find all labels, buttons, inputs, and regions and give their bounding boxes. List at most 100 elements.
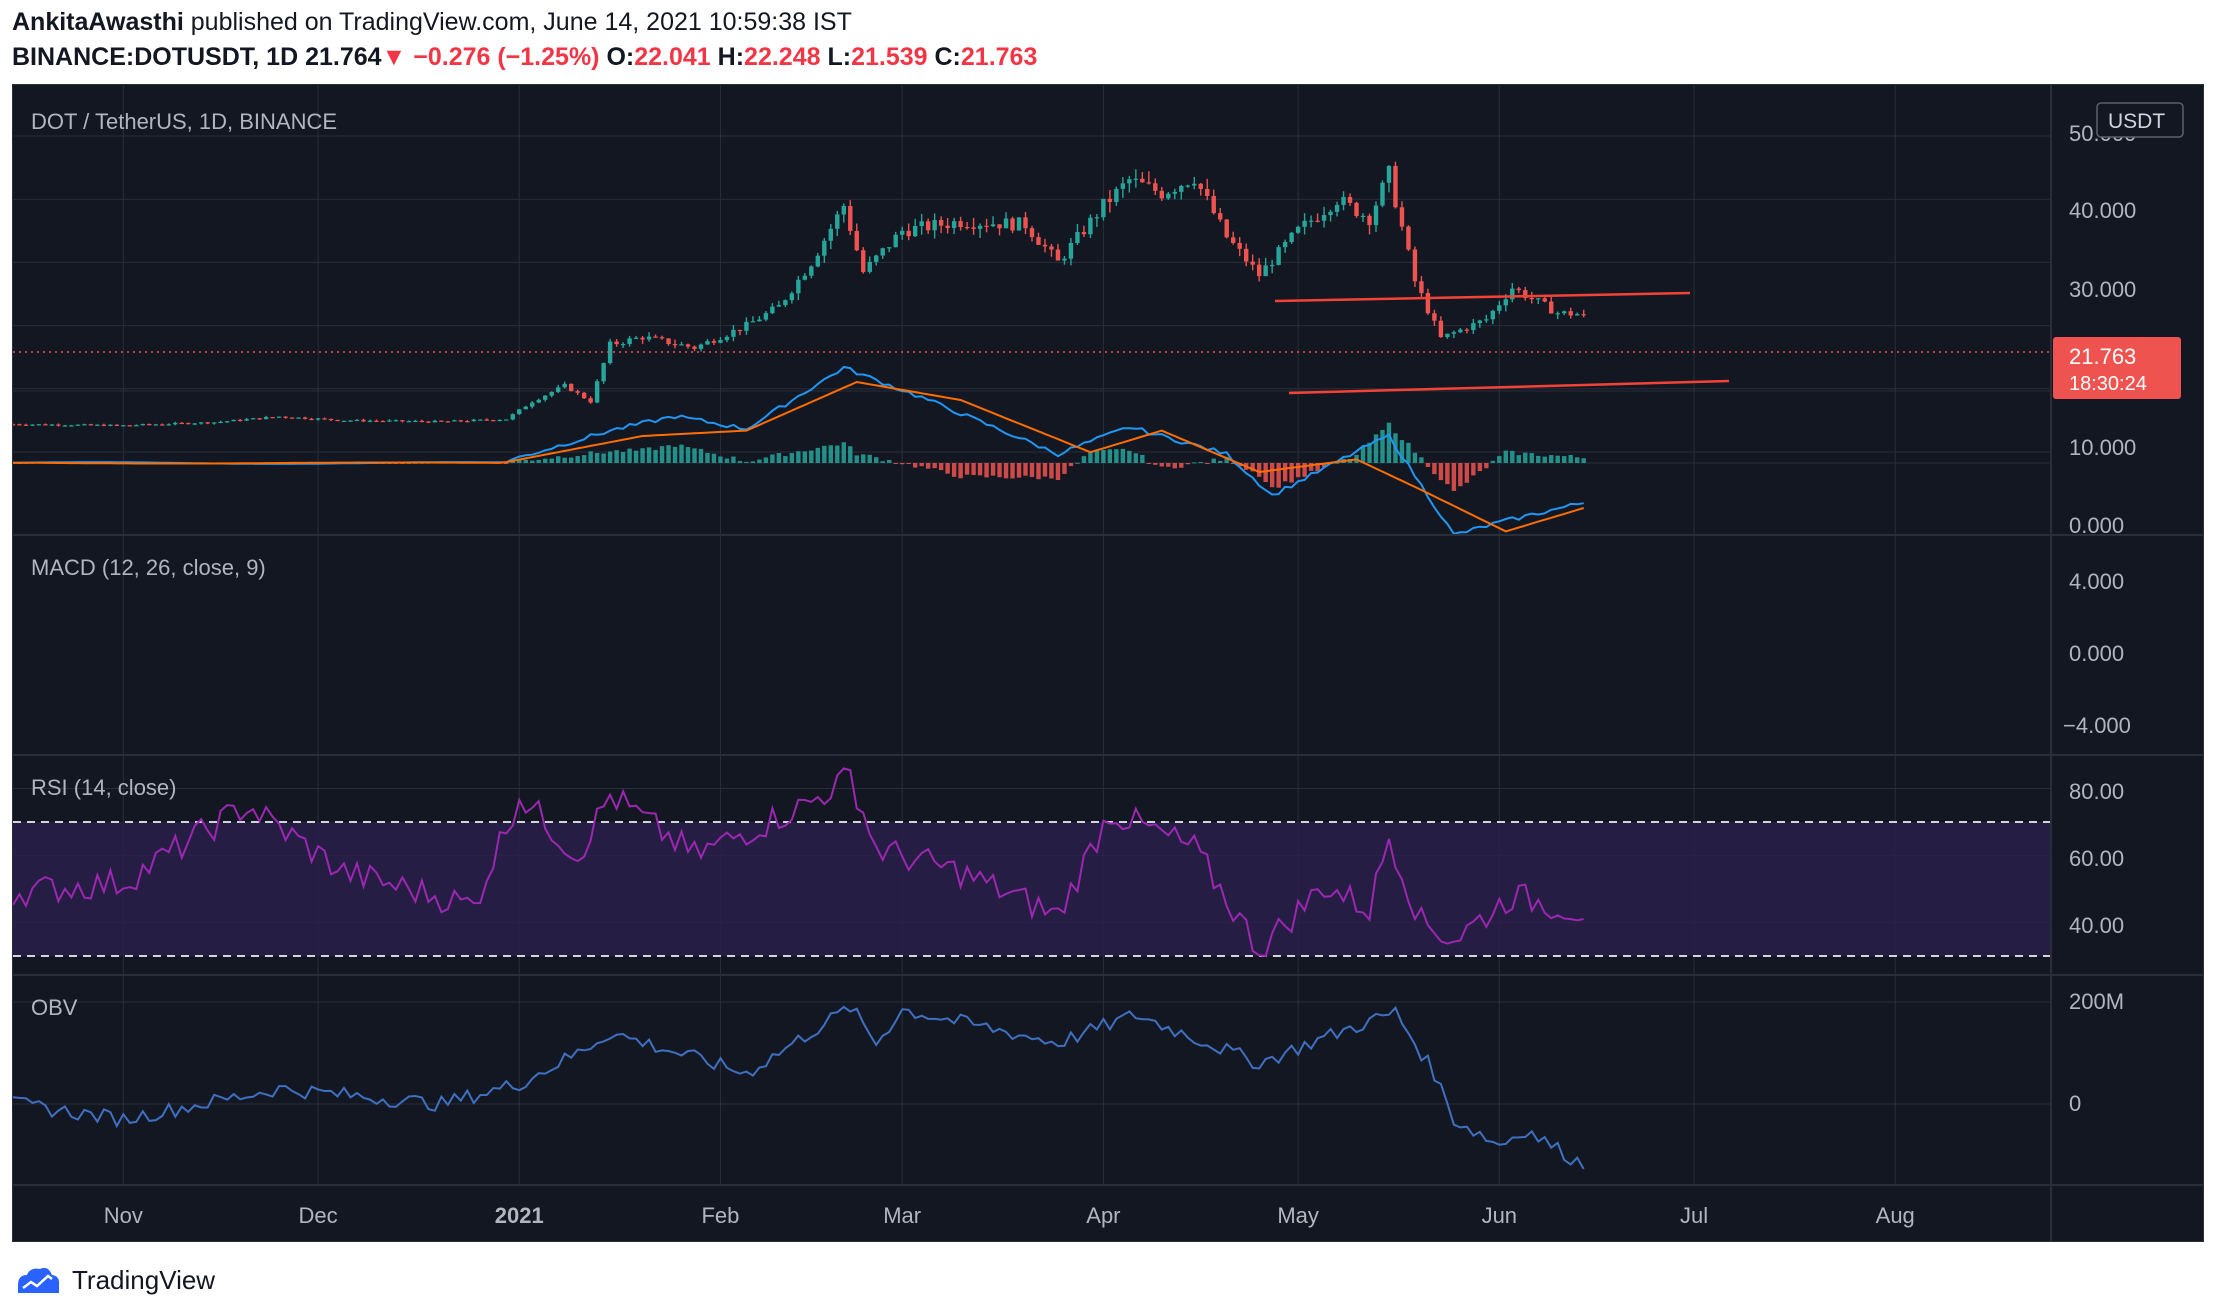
- candle-up: [1341, 196, 1346, 205]
- candle-down: [458, 420, 464, 422]
- candle-up: [601, 363, 606, 382]
- macd-histogram-bar: [659, 446, 665, 463]
- macd-histogram-bar: [1549, 455, 1554, 463]
- macd-histogram-bar: [530, 460, 535, 463]
- candle-down: [1464, 329, 1470, 331]
- candle-down: [1211, 195, 1216, 214]
- candle-down: [737, 329, 743, 332]
- candle-up: [1185, 185, 1190, 187]
- time-axis-label: Aug: [1876, 1203, 1915, 1228]
- macd-histogram-bar: [1166, 463, 1171, 467]
- candle-up: [1321, 215, 1327, 221]
- time-axis-label: Nov: [104, 1203, 143, 1228]
- candle-up: [497, 419, 502, 422]
- candle-up: [471, 419, 477, 422]
- macd-histogram-bar: [958, 463, 963, 479]
- candle-down: [672, 344, 678, 346]
- macd-histogram-bar: [1120, 448, 1126, 463]
- candle-down: [419, 420, 425, 423]
- candle-up: [1192, 183, 1197, 186]
- candle-up: [1458, 329, 1463, 333]
- author-name[interactable]: AnkitaAwasthi: [12, 8, 184, 36]
- macd-histogram-bar: [1295, 463, 1301, 478]
- macd-histogram-bar: [653, 449, 658, 463]
- candle-up: [1114, 188, 1119, 203]
- macd-histogram-bar: [1419, 457, 1424, 463]
- rsi-axis-label: 80.00: [2069, 779, 2124, 804]
- macd-histogram-bar: [770, 454, 775, 463]
- macd-histogram-bar: [1510, 450, 1515, 463]
- last-price-value: 21.763: [2069, 344, 2136, 369]
- macd-histogram-bar: [1263, 463, 1268, 483]
- candle-up: [517, 409, 522, 415]
- candle-up: [1490, 310, 1496, 320]
- macd-axis-label: 0.000: [2069, 641, 2124, 666]
- footer-brand-name: TradingView: [72, 1264, 216, 1295]
- candle-up: [134, 425, 139, 427]
- candle-down: [1029, 228, 1035, 238]
- candle-up: [1172, 191, 1177, 194]
- macd-histogram-bar: [607, 451, 613, 463]
- candle-up: [452, 420, 457, 422]
- candle-down: [1023, 217, 1028, 229]
- publish-info: AnkitaAwasthi published on TradingView.c…: [12, 8, 852, 37]
- candle-down: [1432, 313, 1437, 321]
- candle-up: [1282, 242, 1288, 248]
- candle-down: [1218, 213, 1223, 220]
- candle-down: [1081, 232, 1087, 235]
- candle-up: [49, 424, 55, 426]
- macd-histogram-bar: [925, 463, 931, 469]
- candle-down: [237, 419, 243, 422]
- macd-histogram-bar: [990, 463, 996, 476]
- candle-up: [1360, 215, 1366, 218]
- candle-down: [114, 424, 120, 426]
- candle-up: [698, 344, 704, 349]
- upper-trendline: [1274, 291, 1691, 303]
- candle-up: [1276, 247, 1281, 265]
- candle-up: [1373, 205, 1379, 226]
- candle-up: [731, 329, 736, 337]
- candle-down: [1529, 297, 1534, 300]
- currency-button[interactable]: USDT: [2096, 102, 2184, 138]
- macd-histogram-bar: [523, 459, 528, 463]
- candle-up: [977, 225, 983, 229]
- footer-brand[interactable]: TradingView: [14, 1258, 215, 1302]
- macd-histogram-bar: [841, 442, 846, 463]
- macd-histogram-bar: [893, 463, 898, 464]
- macd-histogram-bar: [1477, 463, 1483, 472]
- candle-up: [62, 425, 68, 427]
- macd-histogram-bar: [1042, 463, 1048, 477]
- chart-canvas[interactable]: DOT / TetherUS, 1D, BINANCE MACD (12, 26…: [13, 85, 2204, 1242]
- candle-up: [263, 417, 269, 420]
- candle-down: [925, 221, 931, 231]
- candle-up: [354, 419, 360, 422]
- macd-histogram-bar: [932, 463, 937, 469]
- macd-histogram-bar: [627, 448, 632, 463]
- candle-up: [1269, 264, 1275, 267]
- price-axis-label: 30.000: [2069, 277, 2136, 302]
- candle-down: [400, 420, 405, 422]
- candle-down: [328, 418, 334, 421]
- candle-up: [1334, 204, 1340, 212]
- candle-up: [757, 319, 762, 322]
- macd-histogram-bar: [1367, 442, 1372, 463]
- candle-down: [685, 344, 691, 347]
- candle-up: [75, 424, 81, 426]
- macd-axis-label: 4.000: [2069, 569, 2124, 594]
- macd-histogram-bar: [1269, 463, 1275, 488]
- high-label: H:: [717, 43, 745, 71]
- macd-histogram-bar: [945, 463, 950, 474]
- macd-histogram-bar: [1380, 429, 1385, 463]
- candle-up: [620, 344, 626, 346]
- macd-histogram-bar: [1536, 455, 1541, 463]
- macd-histogram-bar: [1438, 463, 1444, 481]
- macd-histogram-bar: [633, 450, 639, 463]
- candle-down: [302, 417, 308, 419]
- macd-histogram-bar: [997, 463, 1002, 478]
- chart-area[interactable]: DOT / TetherUS, 1D, BINANCE MACD (12, 26…: [12, 84, 2204, 1242]
- candle-up: [173, 422, 178, 425]
- macd-histogram-bar: [575, 456, 580, 463]
- macd-histogram-bar: [1036, 463, 1041, 480]
- candle-up: [815, 255, 821, 267]
- candle-up: [555, 387, 561, 392]
